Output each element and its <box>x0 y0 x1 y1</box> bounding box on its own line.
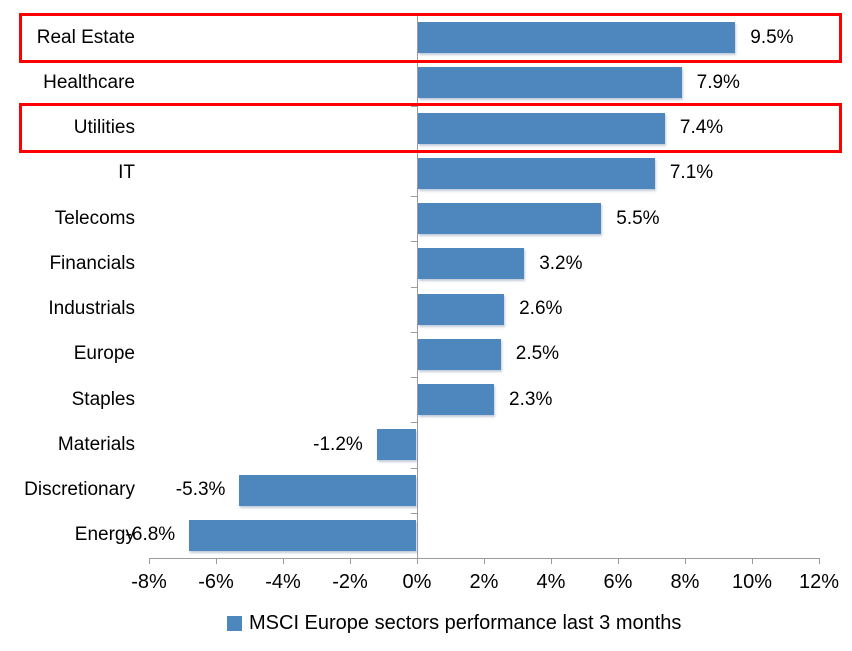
category-label: Staples <box>71 388 135 410</box>
highlight-box-real-estate <box>19 12 842 63</box>
bar <box>418 22 736 54</box>
bar-value-label: 2.3% <box>509 388 553 410</box>
legend-swatch-icon <box>227 615 242 631</box>
value-axis-tick <box>551 558 552 564</box>
category-axis-tick <box>411 467 417 469</box>
bar <box>418 203 602 235</box>
bar-value-label: 2.5% <box>515 343 560 365</box>
bar-value-label: 7.1% <box>669 162 714 184</box>
bar-value-label: 3.2% <box>539 252 583 274</box>
bar-value-label: 9.5% <box>750 26 794 48</box>
x-tick-label: -6% <box>198 571 234 593</box>
category-label: Materials <box>57 433 135 455</box>
bar <box>239 474 416 506</box>
category-axis-tick <box>411 286 417 288</box>
bar-value-label: 7.9% <box>696 71 740 93</box>
category-label: Europe <box>73 343 135 365</box>
category-axis-tick <box>411 196 417 197</box>
x-tick-label: -4% <box>265 571 301 593</box>
value-axis-tick <box>819 558 820 564</box>
x-tick-label: 10% <box>731 571 773 593</box>
bar <box>418 157 655 189</box>
category-label: Utilities <box>73 117 135 139</box>
x-tick-label: -2% <box>332 571 368 593</box>
category-axis-tick <box>411 512 417 514</box>
value-axis-tick <box>350 558 351 564</box>
category-label: Financials <box>49 252 135 274</box>
value-axis-tick <box>685 558 686 564</box>
category-axis-tick <box>411 331 417 333</box>
value-axis-tick <box>149 558 150 564</box>
highlight-box-utilities <box>19 103 842 154</box>
legend: MSCI Europe sectors performance last 3 m… <box>227 611 681 635</box>
bar-value-label: -1.2% <box>313 433 363 455</box>
value-axis-tick <box>484 558 485 564</box>
x-tick-label: 12% <box>798 571 840 593</box>
bar-value-label: 7.4% <box>679 117 724 139</box>
bar <box>376 429 416 461</box>
category-axis-tick <box>411 241 417 243</box>
bar <box>418 112 665 144</box>
value-axis-tick <box>618 558 619 564</box>
x-tick-label: 6% <box>603 571 633 593</box>
category-label: Energy <box>74 524 135 546</box>
value-axis-tick <box>216 558 217 564</box>
value-axis-tick <box>752 558 753 564</box>
category-axis-tick <box>411 422 417 424</box>
category-label: Healthcare <box>43 71 135 93</box>
x-tick-label: 4% <box>536 571 566 593</box>
x-tick-label: -8% <box>131 571 167 593</box>
bar <box>189 519 416 551</box>
category-label: Discretionary <box>24 479 135 501</box>
bar <box>418 338 501 370</box>
bar <box>418 248 525 280</box>
legend-label: MSCI Europe sectors performance last 3 m… <box>249 611 682 634</box>
x-tick-label: 2% <box>469 571 499 593</box>
value-axis-tick <box>283 558 284 564</box>
bar-value-label: -5.3% <box>175 479 226 501</box>
bar-value-label: 2.6% <box>519 298 563 320</box>
bar-value-label: 5.5% <box>616 207 660 229</box>
bar <box>418 384 495 416</box>
x-tick-label: 0% <box>402 571 432 593</box>
category-axis <box>417 15 418 558</box>
bar <box>418 67 682 99</box>
bar-value-label: -6.8% <box>125 524 176 546</box>
value-axis-tick <box>417 558 418 564</box>
category-label: Real Estate <box>36 26 135 48</box>
bar <box>418 293 505 325</box>
category-axis-tick <box>411 377 417 378</box>
category-label: IT <box>118 162 135 184</box>
x-tick-label: 8% <box>670 571 700 593</box>
category-label: Industrials <box>48 298 135 320</box>
category-label: Telecoms <box>54 207 135 229</box>
